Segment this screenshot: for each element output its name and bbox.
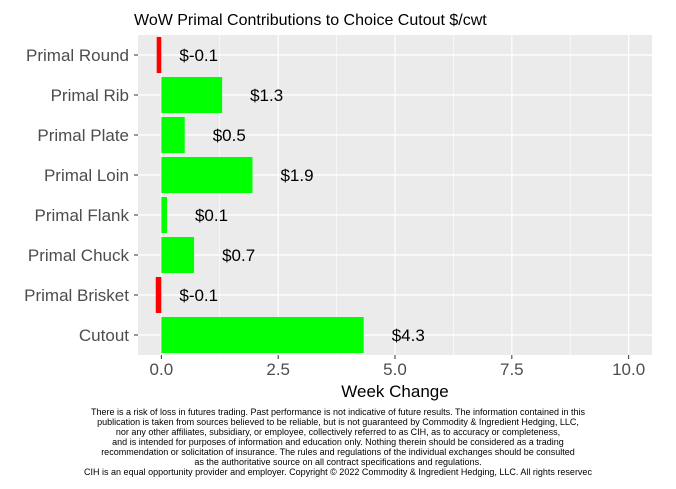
- bar-value-label: $0.1: [195, 206, 228, 225]
- bar: [161, 157, 253, 193]
- grid-lines: [138, 35, 652, 355]
- bar: [161, 237, 195, 273]
- x-tick-label: 5.0: [383, 360, 407, 379]
- bar: [161, 77, 223, 113]
- disclaimer-line: There is a risk of loss in futures tradi…: [90, 407, 586, 417]
- y-tick-label: Primal Loin: [44, 166, 129, 185]
- bar-value-label: $0.5: [213, 126, 246, 145]
- bar-chart: WoW Primal Contributions to Choice Cutou…: [24, 12, 652, 401]
- bar: [155, 277, 162, 313]
- disclaimer-line: publication is taken from sources believ…: [97, 417, 579, 427]
- bar: [161, 117, 185, 153]
- y-tick-label: Cutout: [79, 326, 129, 345]
- y-tick-label: Primal Round: [26, 46, 129, 65]
- disclaimer: There is a risk of loss in futures tradi…: [0, 407, 676, 477]
- bar-value-label: $1.3: [250, 86, 283, 105]
- y-axis: Primal Round Primal Rib Primal Plate Primal…: [24, 46, 138, 345]
- y-tick-label: Primal Flank: [35, 206, 130, 225]
- bar: [156, 37, 162, 73]
- y-tick-label: Primal Rib: [51, 86, 129, 105]
- chart-title: WoW Primal Contributions to Choice Cutou…: [134, 12, 487, 29]
- bar-value-labels: $-0.1 $1.3 $0.5 $1.9 $0.1 $0.7 $-0.1 $4.3: [179, 46, 424, 345]
- x-axis: 0.0 2.5 5.0 7.5 10.0: [150, 355, 645, 379]
- bar-value-label: $1.9: [280, 166, 313, 185]
- disclaimer-line: CIH is an equal opportunity provider and…: [84, 467, 592, 477]
- x-axis-title: Week Change: [341, 382, 448, 401]
- bar: [161, 197, 167, 233]
- bar: [161, 317, 364, 353]
- disclaimer-line: as the authoritative source on all contr…: [194, 457, 482, 467]
- disclaimer-line: and is intended for purposes of informat…: [112, 437, 564, 447]
- bar-value-label: $-0.1: [179, 286, 218, 305]
- x-tick-label: 0.0: [150, 360, 174, 379]
- y-tick-label: Primal Plate: [37, 126, 129, 145]
- disclaimer-line: recommendation or solicitation of insura…: [101, 447, 575, 457]
- disclaimer-line: nor any other affiliates, subsidiary, or…: [115, 427, 561, 437]
- x-tick-label: 10.0: [612, 360, 645, 379]
- x-tick-label: 2.5: [266, 360, 290, 379]
- x-tick-label: 7.5: [500, 360, 524, 379]
- bar-value-label: $-0.1: [179, 46, 218, 65]
- bar-value-label: $4.3: [392, 326, 425, 345]
- bars: [155, 37, 364, 353]
- bar-value-label: $0.7: [222, 246, 255, 265]
- y-tick-label: Primal Brisket: [24, 286, 129, 305]
- y-tick-label: Primal Chuck: [28, 246, 130, 265]
